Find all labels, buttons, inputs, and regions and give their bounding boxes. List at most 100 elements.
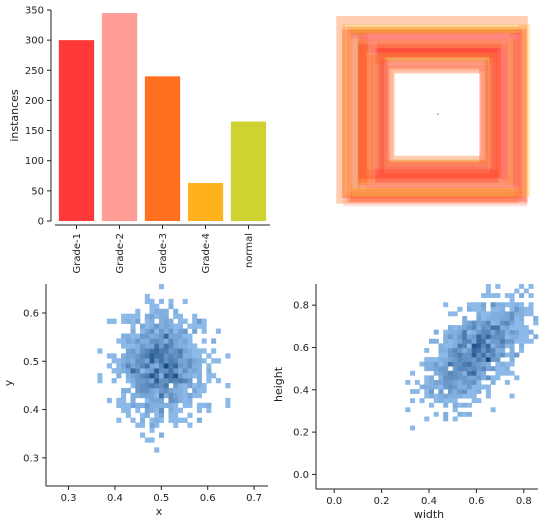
heat-cell bbox=[443, 379, 449, 385]
heat-cell bbox=[192, 343, 198, 349]
heat-cell bbox=[140, 417, 146, 423]
overlay-box bbox=[342, 24, 530, 197]
heat-cell bbox=[490, 302, 496, 308]
heat-cell bbox=[154, 363, 160, 369]
heat-cell bbox=[187, 412, 193, 418]
heat-cell bbox=[443, 347, 449, 353]
overlay-box bbox=[385, 64, 490, 165]
heat-cell bbox=[149, 402, 155, 409]
heat-cell bbox=[490, 311, 496, 317]
heat-cell bbox=[168, 323, 174, 329]
heat-cell bbox=[495, 320, 501, 326]
heat-cell bbox=[504, 315, 510, 321]
heat-cell bbox=[447, 393, 453, 399]
heat-cell bbox=[130, 397, 136, 404]
heat-cell bbox=[519, 315, 525, 321]
heat-cell bbox=[490, 315, 496, 321]
heat-cell bbox=[149, 387, 155, 394]
heat-cell bbox=[173, 417, 179, 423]
overlay-box bbox=[379, 50, 495, 170]
heat-cell bbox=[471, 320, 477, 326]
y-tick-label: 0.5 bbox=[23, 357, 39, 368]
heat-cell bbox=[173, 353, 179, 359]
heat-cell bbox=[130, 318, 136, 324]
heat-cell bbox=[462, 393, 468, 399]
heat-cell bbox=[206, 378, 212, 384]
heat-cell bbox=[177, 338, 183, 344]
heat-cell bbox=[462, 347, 468, 353]
heat-cell bbox=[471, 366, 477, 372]
heat-cell bbox=[433, 411, 439, 417]
heat-cell bbox=[168, 392, 174, 399]
heat-cell bbox=[514, 315, 520, 321]
heat-cell bbox=[163, 402, 169, 409]
heat-cell bbox=[476, 352, 482, 358]
heat-cell bbox=[192, 392, 198, 399]
heat-cell bbox=[149, 373, 155, 379]
heat-cell bbox=[429, 384, 435, 390]
heat-cell bbox=[528, 302, 534, 308]
heat-cell bbox=[519, 320, 525, 326]
heat-cell bbox=[447, 370, 453, 376]
heat-cell bbox=[514, 325, 520, 330]
heat-cell bbox=[201, 402, 207, 409]
heat-cell bbox=[509, 311, 515, 317]
heat-cell bbox=[177, 358, 183, 364]
y-tick-label: 150 bbox=[25, 126, 44, 137]
heat-cell bbox=[192, 353, 198, 359]
heat-cell bbox=[140, 353, 146, 359]
heat-cell bbox=[452, 398, 458, 404]
heat-cell bbox=[130, 368, 136, 374]
heat-cell bbox=[173, 422, 179, 428]
heat-cell bbox=[443, 343, 449, 349]
heat-cell bbox=[201, 328, 207, 334]
heat-cell bbox=[97, 348, 103, 354]
heat-cell bbox=[144, 343, 150, 349]
heat-cell bbox=[452, 325, 458, 330]
heat-cell bbox=[196, 387, 202, 394]
heat-cell bbox=[140, 412, 146, 418]
heat-cell bbox=[177, 323, 183, 329]
heat-cell bbox=[438, 384, 444, 390]
heat-cell bbox=[135, 387, 141, 394]
heat-cell bbox=[140, 432, 146, 438]
heat-cell bbox=[466, 325, 472, 330]
overlay-box bbox=[346, 26, 519, 203]
heat-cell bbox=[490, 347, 496, 353]
heat-cell bbox=[196, 383, 202, 389]
heat-cell bbox=[130, 333, 136, 339]
heat-cell bbox=[177, 368, 183, 374]
heat-cell bbox=[182, 333, 188, 339]
heat-cell bbox=[509, 329, 515, 335]
heat-cell bbox=[410, 398, 416, 404]
heat-cell bbox=[173, 313, 179, 319]
heat-cell bbox=[447, 325, 453, 330]
heat-cell bbox=[121, 387, 127, 394]
heat-cell bbox=[424, 375, 430, 381]
heat-cell bbox=[159, 392, 165, 399]
heat-cell bbox=[173, 348, 179, 354]
heat-cell bbox=[149, 353, 155, 359]
heat-cell bbox=[201, 358, 207, 364]
heat-cell bbox=[485, 338, 491, 344]
bar-grade-3 bbox=[144, 76, 181, 221]
heat-cell bbox=[163, 368, 169, 374]
heat-cell bbox=[177, 333, 183, 339]
heat-cell bbox=[177, 373, 183, 379]
heat-cell bbox=[476, 302, 482, 308]
heat-cell bbox=[116, 402, 122, 409]
heat-cell bbox=[457, 402, 463, 408]
heat-cell bbox=[154, 343, 160, 349]
heat-cell bbox=[490, 379, 496, 385]
heat-cell bbox=[457, 357, 463, 362]
heat-cell bbox=[485, 347, 491, 353]
heat-cell bbox=[485, 352, 491, 358]
heat-cell bbox=[424, 379, 430, 385]
heat-cell bbox=[490, 352, 496, 358]
bar-normal bbox=[230, 121, 267, 221]
heat-cell bbox=[140, 328, 146, 334]
heat-cell bbox=[466, 384, 472, 390]
xy-location-heatmap: 0.3 0.4 0.5 0.6 0.7 0.3 0.4 0.5 0.6 x y bbox=[2, 284, 268, 518]
heat-cell bbox=[452, 357, 458, 362]
heat-cell bbox=[466, 320, 472, 326]
